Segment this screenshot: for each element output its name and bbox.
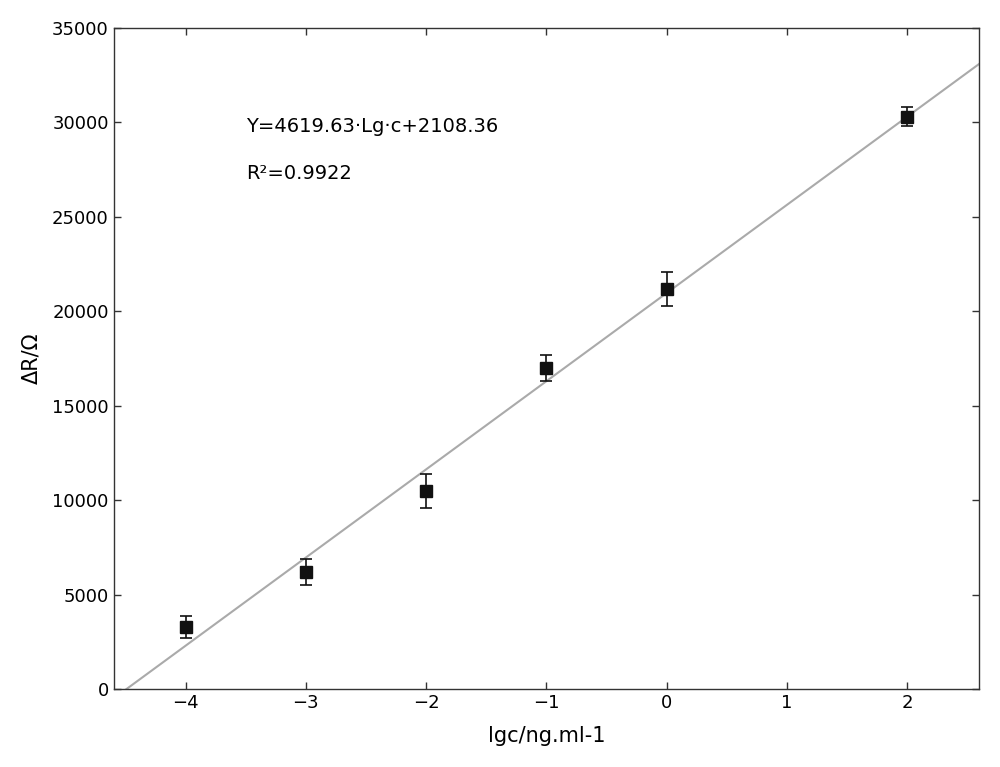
Text: Y=4619.63·Lg·c+2108.36: Y=4619.63·Lg·c+2108.36 [246, 117, 498, 136]
Text: R²=0.9922: R²=0.9922 [246, 164, 352, 183]
X-axis label: lgc/ng.ml-1: lgc/ng.ml-1 [488, 726, 605, 746]
Y-axis label: ΔR/Ω: ΔR/Ω [21, 333, 41, 384]
